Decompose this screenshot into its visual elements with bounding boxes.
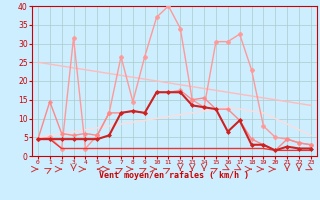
X-axis label: Vent moyen/en rafales ( km/h ): Vent moyen/en rafales ( km/h ) (100, 171, 249, 180)
